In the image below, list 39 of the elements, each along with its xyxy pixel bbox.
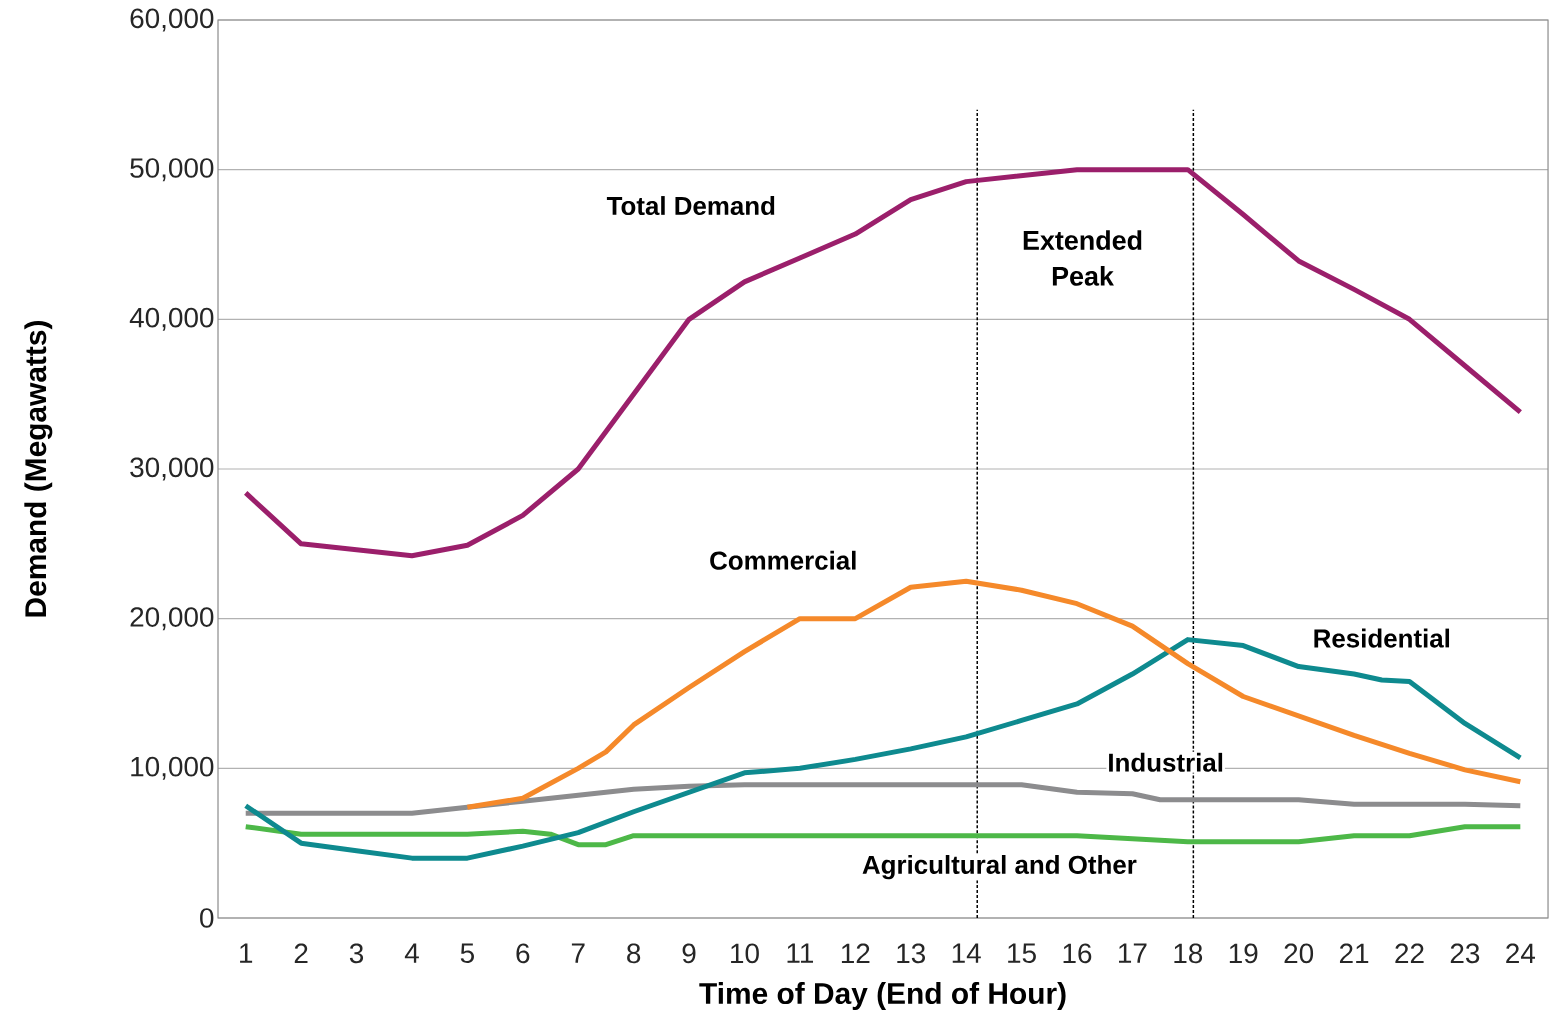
y-tick-label: 50,000 [130,158,214,182]
x-tick-label: 24 [1506,943,1536,963]
x-tick-label: 16 [1063,943,1092,964]
x-tick-label: 20 [1284,943,1314,964]
x-tick-label: 4 [404,943,419,963]
series-label: Commercial [710,550,856,570]
x-tick-label: 23 [1450,943,1480,964]
x-tick-label: 13 [897,943,925,964]
x-tick-label: 6 [516,943,530,964]
series-label: Industrial [1109,752,1223,772]
x-tick-label: 9 [682,943,696,964]
x-tick-label: 8 [627,943,641,964]
x-tick-label: 1 [240,943,253,963]
y-tick-label: 60,000 [130,8,214,32]
x-tick-label: 12 [841,943,870,963]
y-tick-label: 0 [200,908,214,928]
annotation: Extended Peak [1023,230,1142,286]
x-tick-label: 2 [294,943,308,963]
x-tick-label: 15 [1008,943,1036,963]
series-label: Residential [1314,628,1450,648]
y-tick-label: 30,000 [130,457,214,481]
series-label: Agricultural and Other [862,854,1137,880]
y-axis-title: Demand (Megawatts) [24,321,53,617]
x-tick-label: 18 [1174,943,1203,964]
x-tick-label: 22 [1395,943,1424,963]
x-tick-label: 5 [460,943,474,963]
x-tick-label: 3 [349,943,364,964]
y-tick-label: 20,000 [130,607,214,631]
x-tick-label: 21 [1339,943,1369,963]
series-label: Total Demand [606,196,775,216]
y-tick-label: 40,000 [129,307,214,331]
x-tick-label: 17 [1119,943,1147,963]
x-tick-label: 19 [1229,943,1258,964]
x-tick-label: 11 [787,943,814,963]
y-tick-label: 10,000 [131,756,214,780]
x-axis-title: Time of Day (End of Hour) [699,982,1066,1010]
x-tick-label: 14 [952,943,981,963]
x-tick-label: 10 [731,943,759,964]
x-tick-label: 7 [571,943,585,963]
